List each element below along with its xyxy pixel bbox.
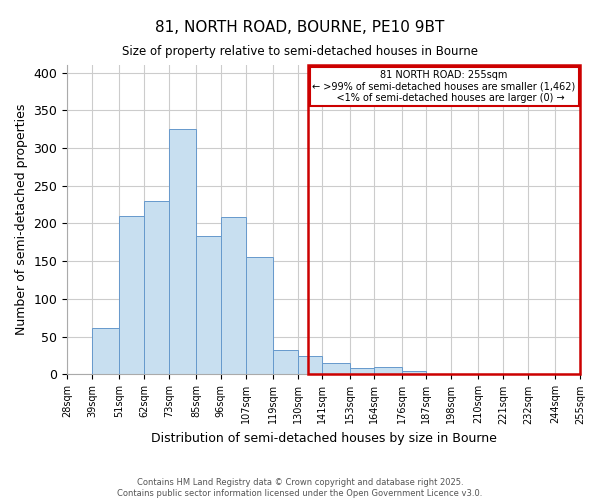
Text: Size of property relative to semi-detached houses in Bourne: Size of property relative to semi-detach… [122, 45, 478, 58]
Bar [196, 236, 221, 374]
Bar [144, 201, 169, 374]
Bar [169, 129, 196, 374]
Text: 81 NORTH ROAD: 255sqm
← >99% of semi-detached houses are smaller (1,462)
    <1%: 81 NORTH ROAD: 255sqm ← >99% of semi-det… [313, 70, 576, 103]
Bar [221, 218, 245, 374]
Bar [245, 258, 273, 374]
Bar [92, 328, 119, 374]
Bar [273, 350, 298, 374]
Bar [322, 363, 350, 374]
Bar [350, 368, 374, 374]
Bar [374, 367, 401, 374]
X-axis label: Distribution of semi-detached houses by size in Bourne: Distribution of semi-detached houses by … [151, 432, 497, 445]
Y-axis label: Number of semi-detached properties: Number of semi-detached properties [15, 104, 28, 336]
Bar [401, 372, 427, 374]
Bar [119, 216, 144, 374]
Bar [298, 356, 322, 374]
Text: Contains HM Land Registry data © Crown copyright and database right 2025.
Contai: Contains HM Land Registry data © Crown c… [118, 478, 482, 498]
Text: 81, NORTH ROAD, BOURNE, PE10 9BT: 81, NORTH ROAD, BOURNE, PE10 9BT [155, 20, 445, 35]
